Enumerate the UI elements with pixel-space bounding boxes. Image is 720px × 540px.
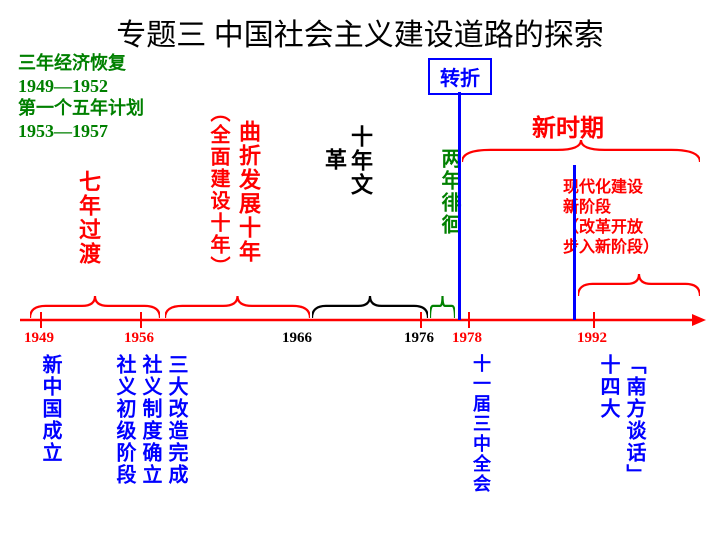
event-label-4: 十一届三中全会 — [468, 354, 494, 494]
axis-tick-1956 — [140, 312, 142, 328]
modern-stage-block: 现代化建设新阶段（改革开放步入新阶段） — [563, 178, 659, 258]
blue-divider-1 — [573, 165, 576, 320]
turning-point-box: 转折 — [428, 58, 492, 95]
axis-tick-1949 — [40, 312, 42, 328]
axis-tick-1978 — [468, 312, 470, 328]
year-label-1966: 1966 — [282, 330, 312, 347]
topleft-l3: 第一个五年计划 — [18, 97, 144, 120]
period-label-1: 曲折发展十年 — [232, 120, 264, 264]
year-label-1976: 1976 — [404, 330, 434, 347]
brace-1 — [165, 296, 310, 318]
event-label-1: 社义初级阶段 — [110, 354, 139, 486]
topleft-l1: 三年经济恢复 — [18, 52, 144, 75]
brace-4 — [462, 140, 700, 162]
year-label-1949: 1949 — [24, 330, 54, 347]
blue-divider-0 — [458, 92, 461, 320]
event-label-5: 十四大 — [594, 354, 623, 420]
event-label-0: 新中国成立 — [36, 354, 65, 464]
axis-tick-1992 — [593, 312, 595, 328]
year-label-1956: 1956 — [124, 330, 154, 347]
event-label-2: 社义制度确立 — [136, 354, 165, 486]
event-label-3: 三大改造完成 — [162, 354, 191, 486]
page-title: 专题三 中国社会主义建设道路的探索 — [0, 10, 720, 54]
period-label-6: 新时期 — [532, 108, 604, 143]
topleft-l4: 1953—1957 — [18, 120, 144, 143]
period-label-0: 七年过渡 — [72, 170, 104, 266]
year-label-1992: 1992 — [577, 330, 607, 347]
brace-5 — [578, 274, 700, 296]
brace-2 — [312, 296, 428, 318]
brace-3 — [430, 296, 455, 318]
axis-tick-1976 — [420, 312, 422, 328]
event-label-6: 「南方谈话」 — [620, 354, 649, 486]
period-label-2: （全面建设十年） — [204, 102, 233, 278]
topleft-l2: 1949—1952 — [18, 75, 144, 98]
topleft-block: 三年经济恢复 1949—1952 第一个五年计划 1953—1957 — [18, 52, 144, 142]
period-label-4: 革 — [318, 148, 350, 172]
year-label-1978: 1978 — [452, 330, 482, 347]
